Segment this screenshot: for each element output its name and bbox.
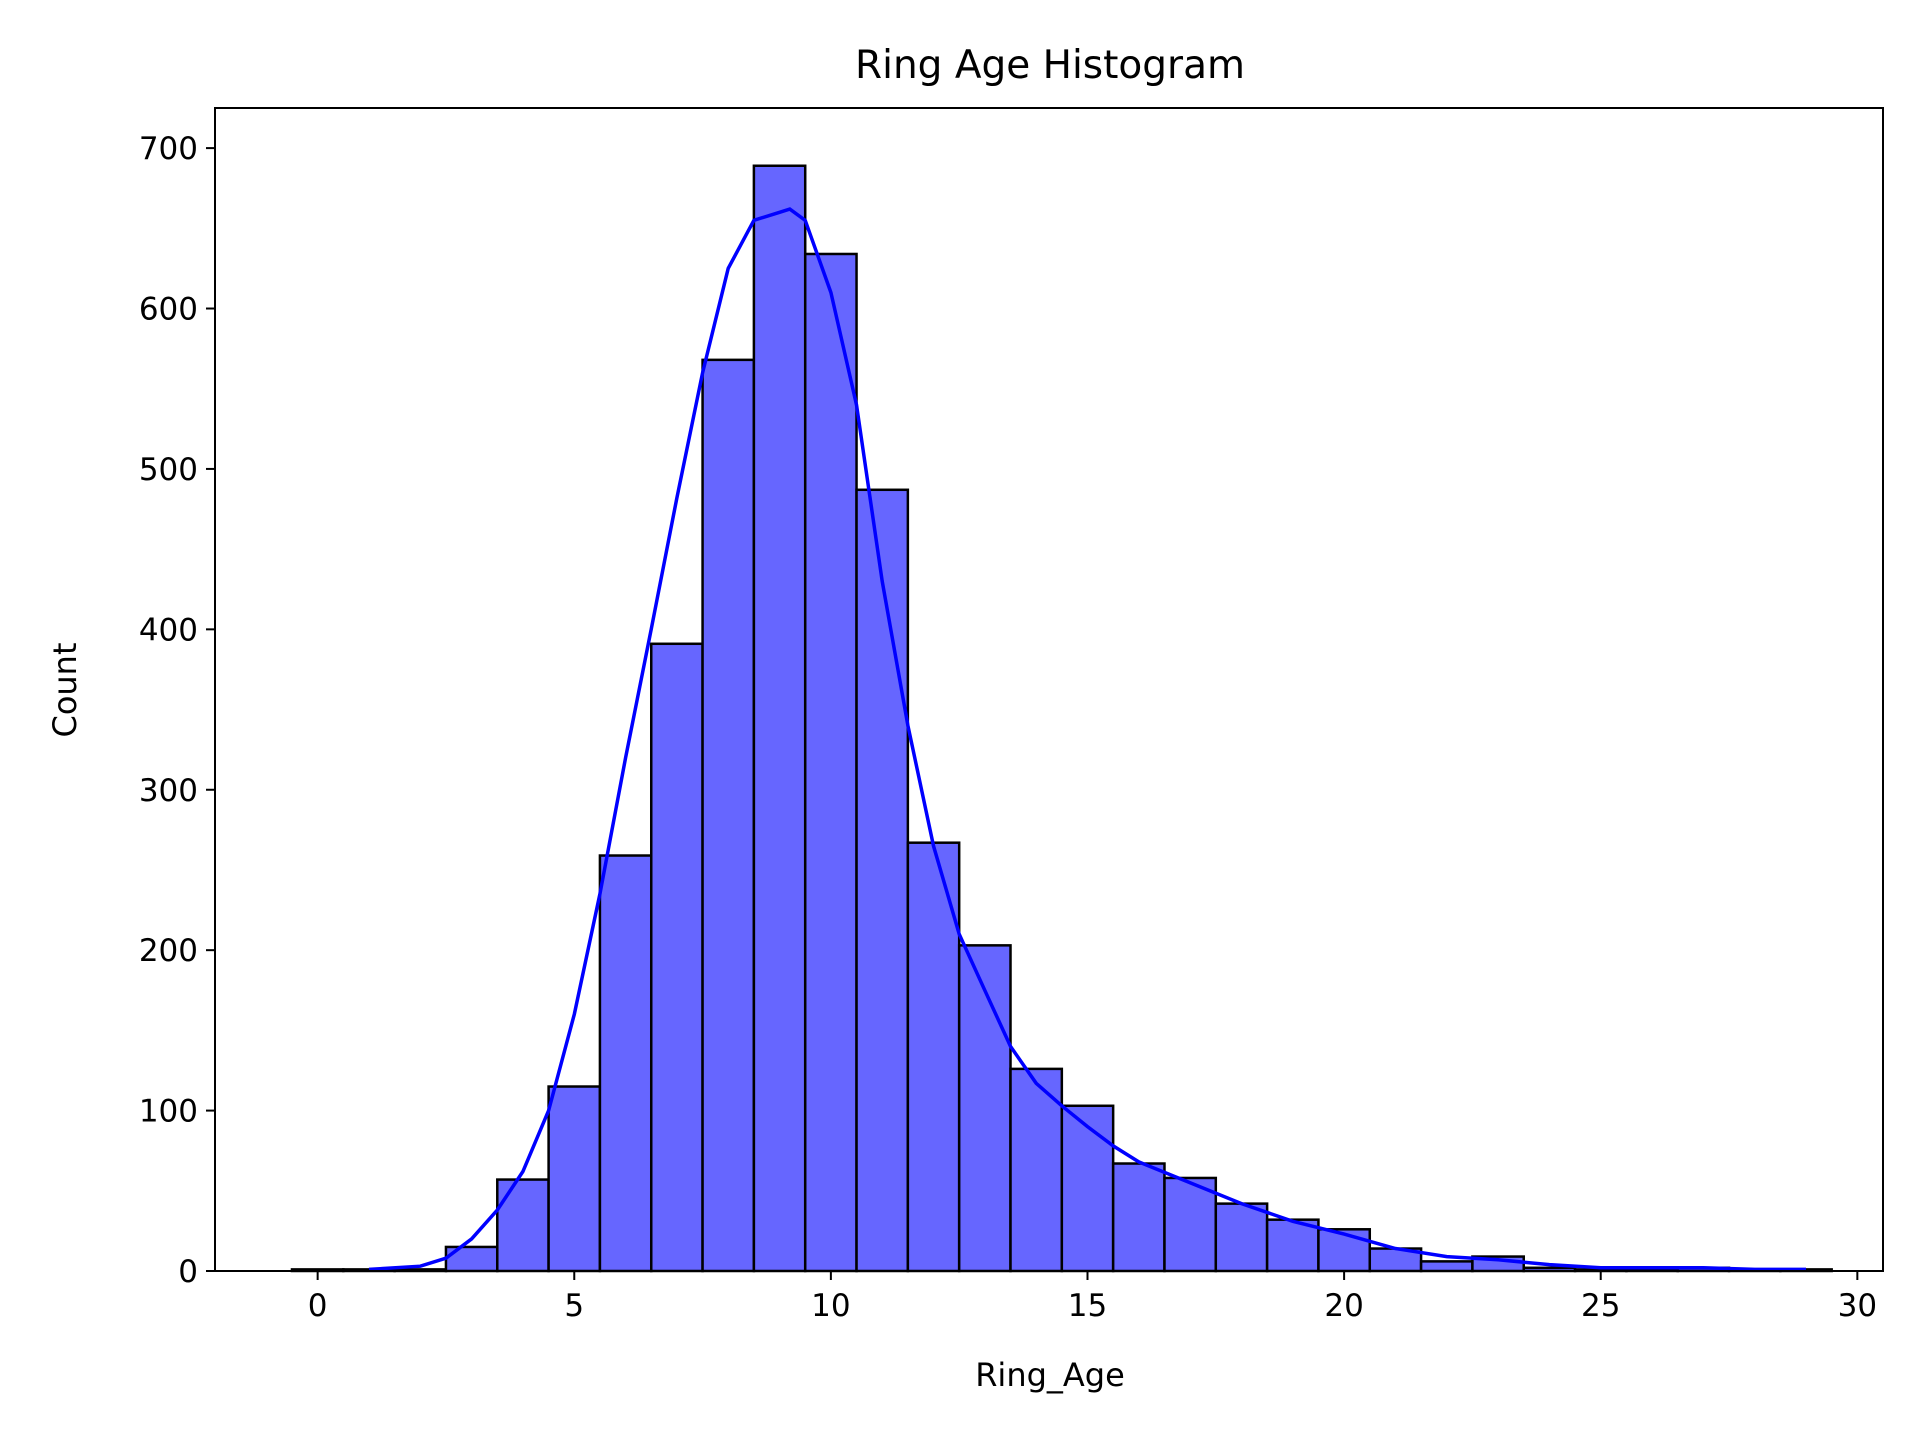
x-axis-ticks: 0 5 10 15 20 25 30 xyxy=(308,1271,1877,1324)
y-tick-label: 0 xyxy=(178,1254,198,1290)
histogram-bar xyxy=(701,358,756,1273)
y-tick-label: 300 xyxy=(139,773,198,809)
y-tick-label: 600 xyxy=(139,292,198,328)
kde-curve xyxy=(368,207,1806,1272)
x-tick-label: 25 xyxy=(1581,1288,1620,1324)
x-axis-label: Ring_Age xyxy=(975,1356,1125,1394)
y-axis-ticks: 0 100 200 300 400 500 600 700 xyxy=(139,131,215,1290)
histogram-bar xyxy=(547,1085,602,1273)
histogram-bar xyxy=(957,944,1012,1273)
x-tick-label: 30 xyxy=(1838,1288,1877,1324)
histogram-bar xyxy=(1214,1202,1269,1273)
x-tick-label: 0 xyxy=(308,1288,328,1324)
x-tick-label: 5 xyxy=(564,1288,584,1324)
histogram-bar xyxy=(752,164,807,1273)
y-axis-label: Count xyxy=(46,642,84,737)
x-tick-label: 15 xyxy=(1068,1288,1107,1324)
histogram-bar xyxy=(649,642,704,1273)
histogram-bars xyxy=(290,164,1833,1273)
x-tick-label: 10 xyxy=(811,1288,850,1324)
histogram-bar xyxy=(1111,1162,1166,1273)
y-tick-label: 700 xyxy=(139,131,198,167)
chart-title: Ring Age Histogram xyxy=(855,43,1245,88)
y-tick-label: 100 xyxy=(139,1094,198,1130)
histogram-bar xyxy=(1060,1104,1115,1273)
plot-frame xyxy=(214,107,1884,1272)
histogram-bar xyxy=(496,1178,550,1273)
histogram-bar xyxy=(803,252,858,1273)
histogram-bar xyxy=(1419,1260,1474,1273)
y-tick-label: 200 xyxy=(139,933,198,969)
histogram-bar xyxy=(855,488,910,1273)
histogram-bar xyxy=(598,854,653,1273)
histogram-bar xyxy=(1163,1176,1218,1273)
y-tick-label: 400 xyxy=(139,612,198,648)
y-tick-label: 500 xyxy=(139,452,198,488)
x-tick-label: 20 xyxy=(1324,1288,1363,1324)
